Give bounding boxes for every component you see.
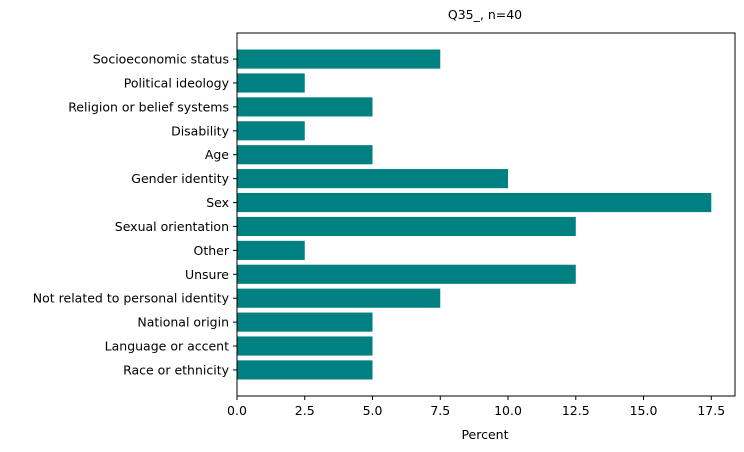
bar-sex: [237, 192, 712, 213]
bar-race-or-ethnicity: [237, 360, 373, 380]
bar-unsure: [237, 264, 576, 284]
y-tick-label: Political ideology: [124, 75, 230, 90]
bar-religion-or-belief-systems: [237, 97, 373, 117]
chart-title: Q35_, n=40: [448, 7, 522, 22]
bar-socioeconomic-status: [237, 49, 441, 69]
x-tick-label: 12.5: [562, 403, 590, 418]
bar-gender-identity: [237, 169, 509, 189]
bar-national-origin: [237, 312, 373, 332]
bar-other: [237, 240, 305, 260]
y-tick-label: Other: [194, 243, 230, 258]
bar-disability: [237, 121, 305, 141]
x-tick-label: 15.0: [630, 403, 658, 418]
y-tick-label: Not related to personal identity: [33, 291, 230, 306]
y-tick-label: Race or ethnicity: [123, 362, 230, 377]
y-tick-label: Language or accent: [105, 339, 229, 354]
x-tick-label: 17.5: [697, 403, 725, 418]
x-axis-label: Percent: [461, 427, 508, 442]
x-tick-label: 5.0: [363, 403, 383, 418]
y-tick-label: Sexual orientation: [115, 219, 229, 234]
y-tick-label: Age: [205, 147, 229, 162]
x-tick-label: 0.0: [227, 403, 247, 418]
y-tick-label: National origin: [137, 315, 229, 330]
y-tick-label: Disability: [171, 123, 230, 138]
bar-age: [237, 145, 373, 165]
y-tick-label: Unsure: [185, 267, 229, 282]
y-tick-label: Gender identity: [131, 171, 229, 186]
x-tick-label: 2.5: [295, 403, 315, 418]
y-tick-label: Socioeconomic status: [93, 52, 229, 67]
bar-sexual-orientation: [237, 216, 576, 237]
bar-language-or-accent: [237, 336, 373, 356]
y-tick-label: Religion or belief systems: [68, 99, 229, 114]
axes-frame: [236, 32, 736, 397]
y-axis-ticks: Race or ethnicity Language or accent Natio…: [33, 52, 237, 377]
bar-not-related-to-personal-identity: [237, 288, 441, 308]
bars-group: [237, 49, 712, 380]
x-axis-ticks: 0.0 2.5 5.0 7.5 10.0 12.5 15.0 17.5: [227, 396, 725, 418]
y-tick-label: Sex: [206, 195, 229, 210]
bar-political-ideology: [237, 73, 305, 93]
x-tick-label: 10.0: [494, 403, 522, 418]
x-tick-label: 7.5: [430, 403, 450, 418]
